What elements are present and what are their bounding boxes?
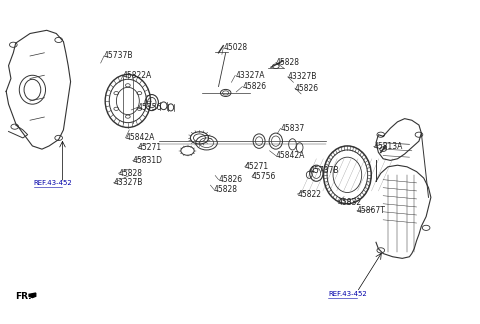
- Text: 45842A: 45842A: [125, 133, 155, 143]
- Text: 45826: 45826: [295, 84, 319, 93]
- Polygon shape: [29, 293, 36, 297]
- Text: 43327A: 43327A: [235, 71, 265, 80]
- Text: FR.: FR.: [15, 292, 31, 301]
- Text: 43327B: 43327B: [288, 72, 317, 81]
- Text: 45826: 45826: [242, 82, 266, 91]
- Text: 45828: 45828: [214, 185, 238, 194]
- Text: REF.43-452: REF.43-452: [34, 180, 72, 186]
- Text: 45028: 45028: [223, 43, 247, 52]
- Text: 45822: 45822: [297, 190, 321, 199]
- Text: 45867T: 45867T: [357, 206, 386, 215]
- Text: 45831D: 45831D: [132, 156, 163, 165]
- Text: 45826: 45826: [218, 175, 243, 184]
- Text: 45813A: 45813A: [373, 142, 403, 151]
- Text: 45842A: 45842A: [276, 151, 305, 160]
- Text: 45737B: 45737B: [104, 52, 133, 61]
- Text: 45828: 45828: [276, 58, 300, 67]
- Text: 45756: 45756: [137, 103, 162, 112]
- Text: 45832: 45832: [338, 198, 362, 207]
- Text: 43327B: 43327B: [114, 179, 143, 187]
- Text: 45822A: 45822A: [123, 71, 152, 80]
- Text: 45271: 45271: [137, 143, 162, 152]
- Text: REF.43-452: REF.43-452: [328, 291, 367, 297]
- Text: 45837: 45837: [281, 124, 305, 133]
- Text: 45271: 45271: [245, 162, 269, 171]
- Text: 45756: 45756: [252, 172, 276, 181]
- Text: 45828: 45828: [118, 169, 142, 178]
- Text: 45737B: 45737B: [309, 166, 339, 175]
